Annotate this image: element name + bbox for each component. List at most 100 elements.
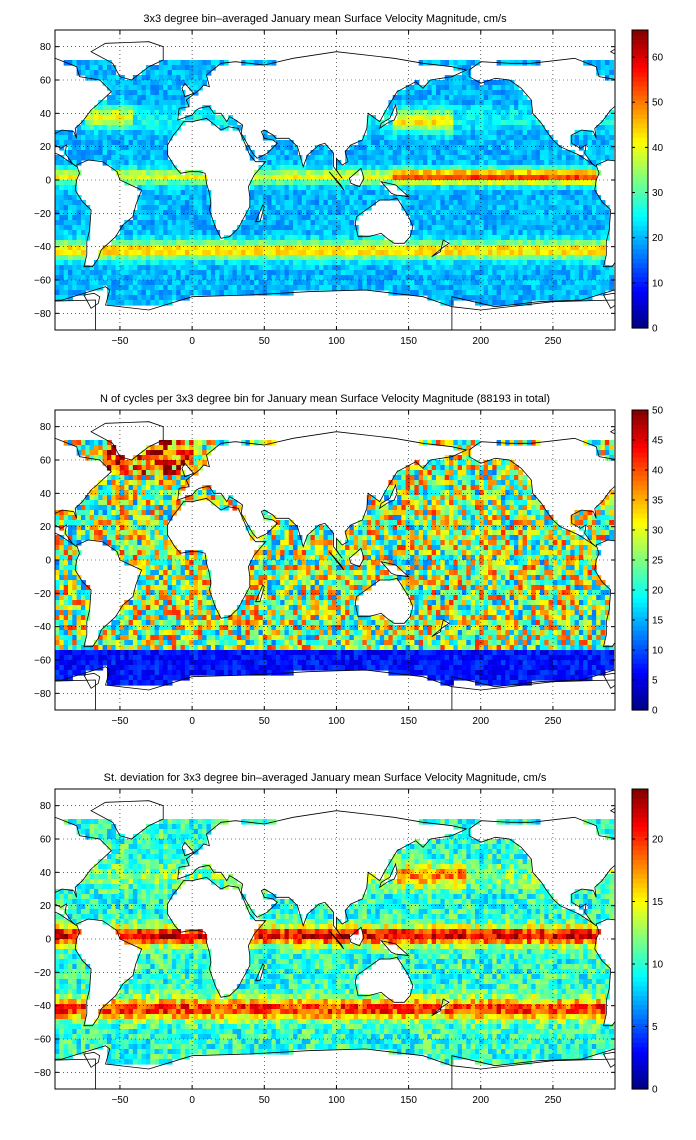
heatmap-cell [496, 145, 502, 151]
heatmap-cell [85, 145, 91, 151]
heatmap-cell [418, 215, 424, 221]
heatmap-cell [137, 245, 143, 251]
heatmap-cell [115, 300, 121, 306]
heatmap-cell [509, 240, 515, 246]
heatmap-cell [119, 265, 125, 271]
heatmap-cell [436, 230, 441, 236]
heatmap-cell [410, 265, 415, 271]
heatmap-cell [102, 650, 108, 656]
heatmap-cell [505, 220, 511, 226]
heatmap-cell [375, 245, 381, 251]
heatmap-cell [431, 100, 437, 106]
heatmap-cell [414, 235, 420, 241]
heatmap-cell [167, 170, 173, 176]
heatmap-cell [462, 230, 467, 236]
heatmap-cell [297, 210, 303, 216]
heatmap-cell [509, 170, 515, 176]
colorbar-step [632, 211, 648, 217]
heatmap-cell [128, 255, 134, 261]
heatmap-cell [158, 265, 164, 271]
heatmap-cell [280, 255, 286, 261]
heatmap-cell [236, 225, 242, 231]
heatmap-cell [119, 240, 125, 246]
heatmap-cell [119, 115, 125, 121]
heatmap-cell [176, 220, 182, 226]
heatmap-cell [94, 520, 99, 526]
heatmap-cell [59, 550, 65, 556]
heatmap-cell [514, 100, 519, 106]
heatmap-cell [68, 550, 73, 556]
heatmap-cell [488, 175, 493, 181]
heatmap-cell [518, 265, 524, 271]
heatmap-cell [119, 255, 125, 261]
heatmap-cell [427, 105, 433, 111]
heatmap-cell [518, 105, 524, 111]
heatmap-cell [362, 195, 368, 201]
colorbar-step [632, 155, 648, 161]
heatmap-cell [115, 520, 121, 526]
heatmap-cell [591, 265, 597, 271]
heatmap-cell [275, 260, 281, 266]
heatmap-cell [405, 250, 411, 256]
heatmap-cell [63, 210, 69, 216]
heatmap-cell [570, 220, 576, 226]
heatmap-cell [574, 260, 580, 266]
heatmap-cell [444, 90, 450, 96]
heatmap-cell [102, 540, 108, 546]
heatmap-cell [514, 225, 519, 231]
x-tick-label: 0 [189, 336, 195, 347]
heatmap-cell [154, 110, 160, 116]
heatmap-cell [544, 195, 550, 201]
heatmap-cell [336, 210, 342, 216]
heatmap-cell [431, 285, 437, 291]
heatmap-cell [189, 65, 195, 71]
heatmap-cell [492, 130, 498, 136]
heatmap-cell [427, 265, 433, 271]
heatmap-cell [189, 200, 195, 206]
heatmap-cell [414, 160, 420, 166]
heatmap-cell [401, 265, 407, 271]
heatmap-cell [306, 240, 311, 246]
heatmap-cell [401, 160, 407, 166]
heatmap-cell [444, 135, 450, 141]
heatmap-cell [574, 290, 580, 296]
heatmap-cell [102, 280, 108, 286]
heatmap-cell [431, 80, 437, 86]
heatmap-cell [414, 125, 420, 131]
heatmap-cell [163, 290, 169, 296]
heatmap-cell [509, 145, 515, 151]
heatmap-cell [552, 235, 558, 241]
heatmap-cell [210, 270, 216, 276]
heatmap-cell [327, 180, 333, 186]
heatmap-cell [518, 300, 524, 306]
heatmap-cell [561, 260, 567, 266]
heatmap-cell [418, 190, 424, 196]
heatmap-cell [522, 180, 528, 186]
heatmap-cell [197, 115, 203, 121]
heatmap-cell [496, 100, 502, 106]
heatmap-cell [301, 260, 307, 266]
heatmap-cell [488, 240, 493, 246]
heatmap-cell [72, 545, 78, 551]
heatmap-cell [596, 160, 602, 166]
heatmap-cell [362, 260, 368, 266]
heatmap-cell [63, 150, 69, 156]
heatmap-cell [431, 250, 437, 256]
heatmap-cell [249, 275, 255, 281]
heatmap-cell [388, 135, 394, 141]
heatmap-cell [470, 135, 476, 141]
heatmap-cell [466, 295, 472, 301]
heatmap-cell [202, 255, 208, 261]
heatmap-cell [509, 90, 515, 96]
heatmap-cell [405, 140, 411, 146]
heatmap-cell [115, 80, 121, 86]
heatmap-cell [72, 180, 78, 186]
heatmap-cell [115, 535, 121, 541]
heatmap-cell [323, 230, 329, 236]
heatmap-cell [262, 260, 268, 266]
heatmap-cell [449, 95, 454, 101]
heatmap-cell [401, 260, 407, 266]
heatmap-cell [578, 295, 584, 301]
heatmap-cell [570, 180, 576, 186]
heatmap-cell [59, 610, 65, 616]
